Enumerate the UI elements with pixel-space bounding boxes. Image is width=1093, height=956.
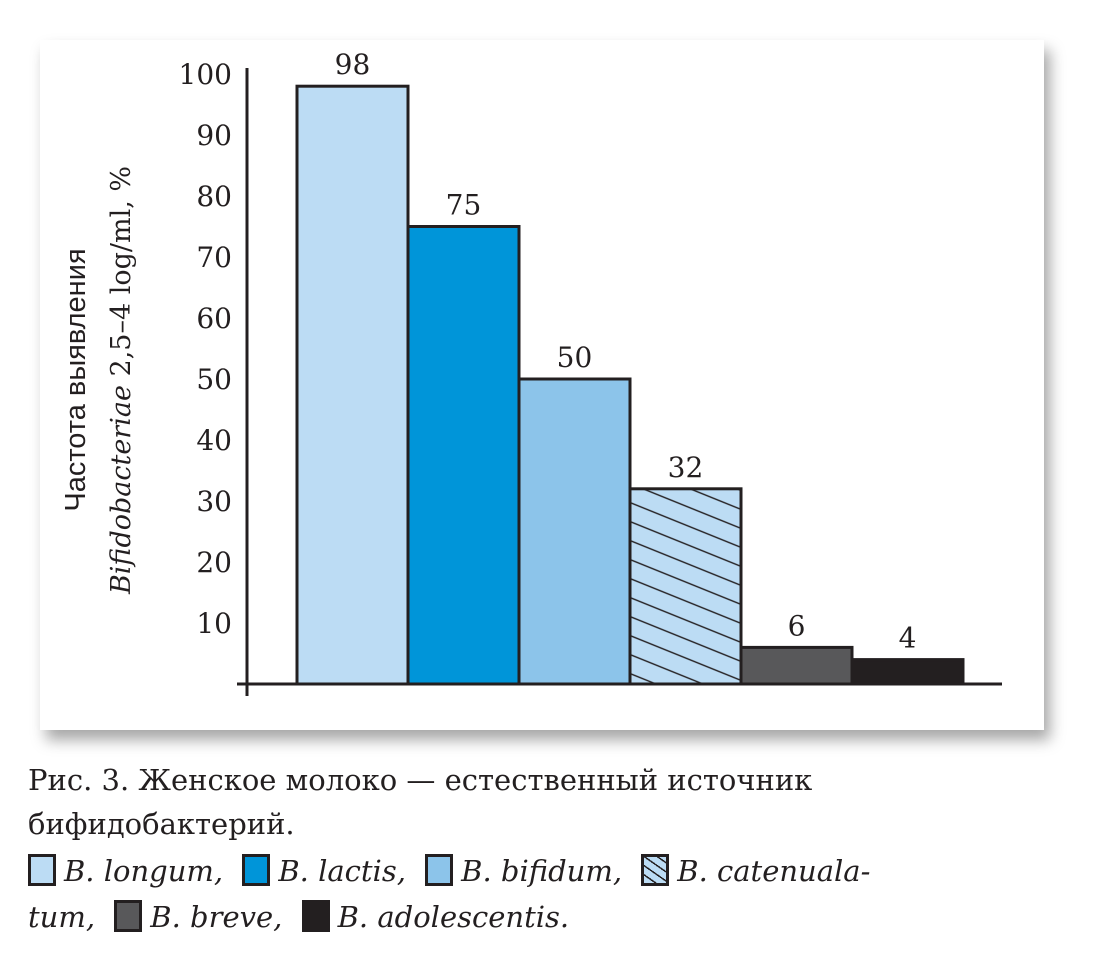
- y-axis-label-line2: Bifidobacteriae 2,5–4 log/ml, %: [106, 166, 137, 595]
- y-tick-label: 30: [196, 485, 232, 518]
- legend-item-adolescentis: B. adolescentis.: [301, 900, 570, 934]
- legend-swatch: [28, 854, 56, 886]
- legend-item-lactis: B. lactis,: [242, 854, 406, 888]
- legend-swatch: [301, 900, 330, 932]
- legend-item-bifidum: B. bifidum,: [425, 854, 622, 888]
- bar-value-label: 98: [335, 48, 371, 81]
- bar-value-label: 4: [899, 622, 917, 655]
- y-tick-label: 40: [196, 424, 232, 457]
- legend-label: B. breve,: [150, 900, 283, 934]
- legend-item-catenualatum-cont: tum,: [28, 900, 95, 934]
- y-tick-label: 50: [196, 363, 232, 396]
- y-tick-label: 100: [179, 58, 232, 91]
- figure-caption: Рис. 3. Женское молоко — естественный ис…: [28, 758, 812, 846]
- bar-5: [739, 645, 854, 686]
- y-tick-label: 60: [196, 302, 232, 335]
- bar-value-label: 6: [788, 609, 806, 642]
- legend-label: B. catenuala-: [677, 854, 871, 888]
- bar-1: [295, 84, 410, 686]
- legend: B. longum, B. lactis, B. bifidum, B. cat…: [28, 848, 1068, 940]
- bar-4: [628, 487, 743, 686]
- bar-value-label: 32: [668, 451, 704, 484]
- legend-label: B. longum,: [64, 854, 224, 888]
- legend-swatch: [242, 854, 271, 886]
- bar-3: [517, 377, 632, 686]
- y-tick-label: 90: [196, 119, 232, 152]
- bar-value-label: 50: [557, 341, 593, 374]
- y-tick-label: 80: [196, 180, 232, 213]
- legend-swatch: [425, 854, 454, 886]
- y-tick-label: 70: [196, 241, 232, 274]
- bar-2: [406, 225, 521, 686]
- legend-swatch: [641, 854, 670, 886]
- legend-label: tum,: [28, 900, 96, 934]
- caption-line-2: бифидобактерий.: [28, 807, 295, 841]
- legend-label: B. bifidum,: [461, 854, 623, 888]
- y-tick-label: 10: [196, 607, 232, 640]
- bar-value-label: 75: [446, 189, 482, 222]
- y-axis-label-line1: Частота выявления: [60, 248, 92, 511]
- legend-label: B. adolescentis.: [337, 900, 570, 934]
- legend-item-breve: B. breve,: [114, 900, 282, 934]
- legend-item-longum: B. longum,: [28, 854, 223, 888]
- bar-chart: 98 75 50 32 6 4 10 20 30 40 50 60 70 80 90 100 Частота…: [60, 48, 1002, 696]
- caption-line-1: Рис. 3. Женское молоко — естественный ис…: [28, 763, 813, 797]
- y-tick-label: 20: [196, 546, 232, 579]
- legend-item-catenualatum: B. catenuala-: [641, 854, 870, 888]
- bar-6: [850, 658, 965, 686]
- legend-swatch: [114, 900, 143, 932]
- legend-label: B. lactis,: [278, 854, 406, 888]
